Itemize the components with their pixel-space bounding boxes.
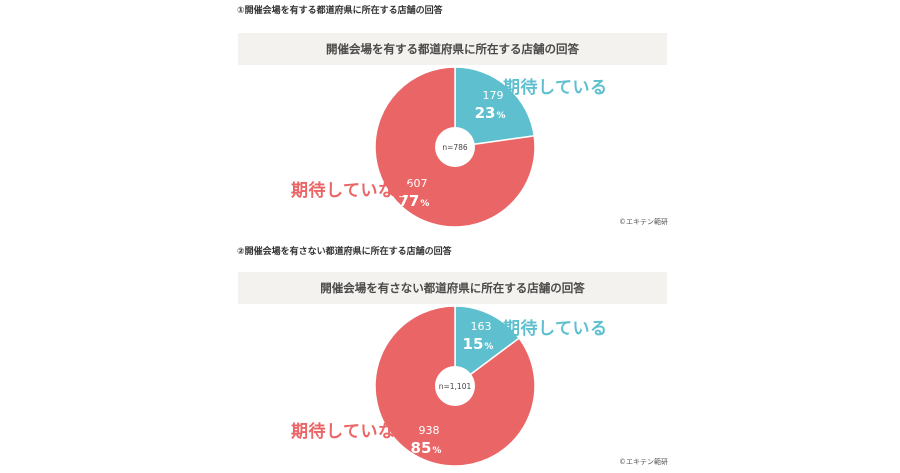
donut-hole (435, 366, 475, 406)
donut-hole (435, 127, 475, 167)
legend-label-not-expecting-2: 期待していない (291, 422, 413, 442)
legend-label-not-expecting-1: 期待していない (291, 181, 413, 201)
section-title-2: ②開催会場を有さない都道府県に所在する店舗の回答 (237, 247, 452, 257)
slice-count-label: 179 (483, 89, 504, 102)
credit-2: ©エキテン範研 (619, 458, 668, 466)
chart-title-1: 開催会場を有する都道府県に所在する店舗の回答 (238, 33, 667, 65)
section-title-1: ①開催会場を有する都道府県に所在する店舗の回答 (237, 6, 443, 16)
slice-count-label: 607 (406, 177, 427, 190)
sample-size-label: n=786 (442, 143, 468, 152)
sample-size-label: n=1,101 (439, 382, 472, 391)
legend-label-expecting-2: 期待している (503, 319, 608, 339)
slice-count-label: 163 (471, 320, 492, 333)
slice-expecting (454, 66, 536, 148)
slice-count-label: 938 (418, 424, 439, 437)
credit-1: ©エキテン範研 (619, 218, 668, 226)
slice-expecting (454, 305, 521, 388)
legend-label-expecting-1: 期待している (503, 78, 608, 98)
chart-title-2: 開催会場を有さない都道府県に所在する店舗の回答 (238, 272, 667, 304)
